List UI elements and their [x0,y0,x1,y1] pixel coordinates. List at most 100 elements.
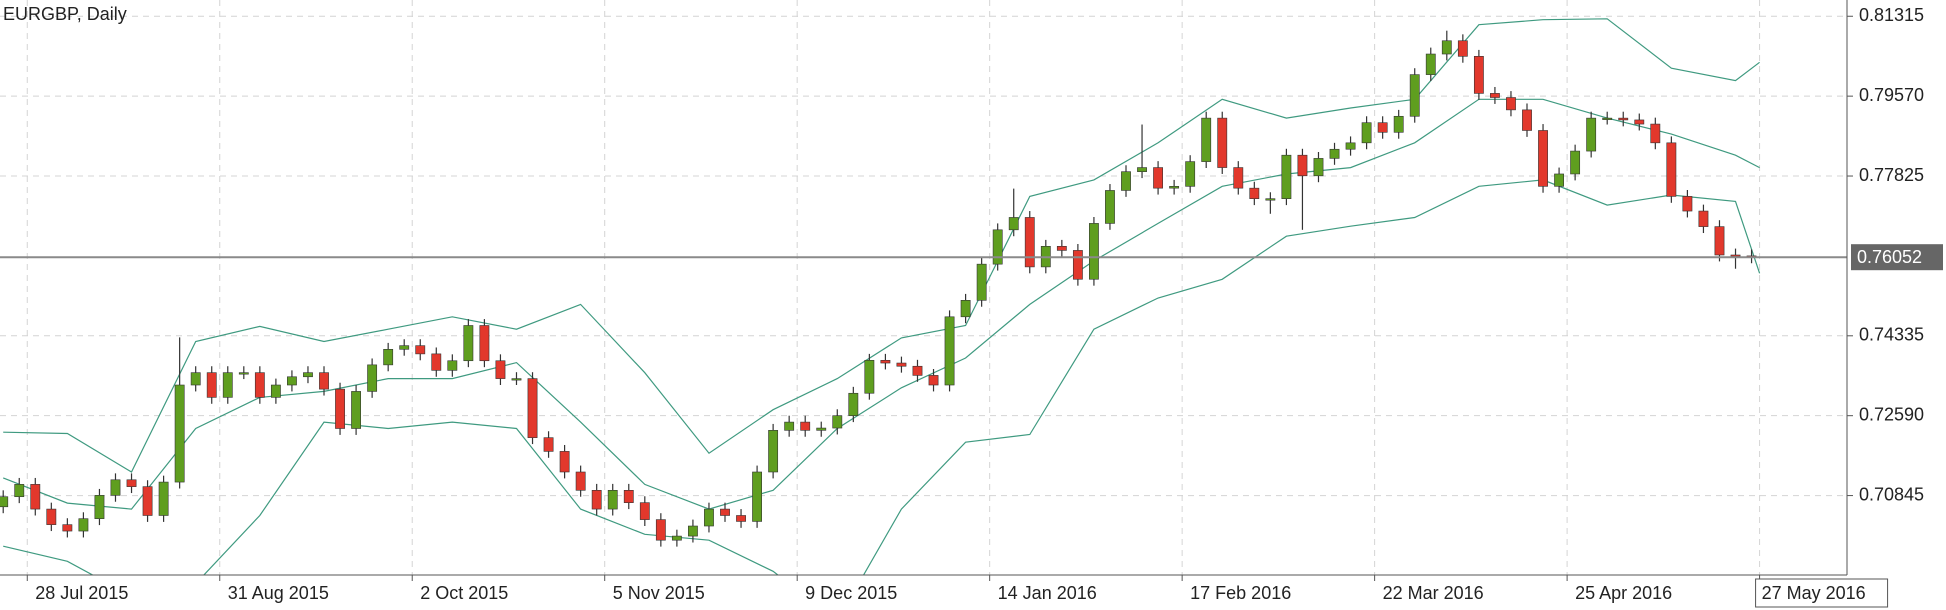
candle-body [158,481,169,516]
candle-body [78,518,89,532]
candle-body [623,490,634,503]
candle-body [1698,210,1709,227]
candle-body [1185,161,1196,187]
candle-body [1265,198,1276,201]
candle-body [1490,93,1500,98]
candle-body [1153,167,1163,189]
candle-body [864,359,875,394]
candle-body [1121,171,1131,191]
candle-body [142,486,153,516]
candle-body [463,325,474,362]
candle-body [383,349,394,366]
x-tick-label: 25 Apr 2016 [1575,583,1672,603]
candle-body [238,372,249,375]
y-tick-label: 0.74335 [1859,325,1924,345]
candle-body [14,484,25,498]
bands [2,18,1761,575]
candle-body [1441,40,1452,55]
candle-body [1089,223,1099,280]
candle-body [607,490,618,510]
candle-body [944,316,955,386]
candle-body [912,365,923,376]
candle-body [1538,130,1548,187]
candles [0,30,1757,547]
candle-body [1024,217,1035,268]
bollinger-band [3,179,1761,575]
candle-body [1586,117,1597,152]
candle-body [479,325,490,362]
candle-body [1249,187,1260,199]
candle-body [222,372,233,398]
last-price-label: 0.76052 [1857,247,1922,267]
candle-body [543,437,554,452]
candle-body [1377,122,1388,133]
candle-body [190,372,201,386]
candle-body [1570,150,1581,175]
candle-body [704,508,714,527]
y-tick-label: 0.72590 [1859,404,1924,424]
candle-body [431,353,442,371]
x-tick-label: 28 Jul 2015 [35,583,128,603]
candle-body [1008,217,1019,231]
candle-body [495,360,506,379]
candle-body [206,372,217,398]
candle-body [848,392,859,416]
x-tick-label: 9 Dec 2015 [805,583,897,603]
candle-body [880,359,891,364]
candle-body [1056,245,1067,251]
candle-body [1217,117,1228,168]
candle-body [94,495,105,519]
candle-body [655,519,666,541]
candle-body [270,384,281,398]
candle-body [174,384,185,483]
candle-body [736,515,746,522]
candle-body [303,372,313,378]
candle-body [1105,190,1115,224]
candle-body [1666,142,1677,197]
candle-body [46,508,57,525]
x-tick-label: 17 Feb 2016 [1190,583,1291,603]
candle-body [110,479,121,496]
candle-body [1329,148,1340,159]
candle-body [688,525,698,537]
candle-body [1554,173,1564,187]
candle-body [1618,117,1629,121]
candle-body [671,535,682,541]
candle-body [976,263,987,301]
candle-body [527,378,538,438]
candle-body [752,471,762,522]
candle-body [1361,122,1372,144]
chart-title: EURGBP, Daily [3,4,127,24]
x-tick-label: 2 Oct 2015 [420,583,508,603]
candle-body [800,421,811,431]
candle-body [1297,154,1308,177]
x-tick-label: 5 Nov 2015 [613,583,705,603]
x-tick-label: 14 Jan 2016 [998,583,1097,603]
candle-body [720,508,730,516]
candle-body [1650,123,1661,144]
candle-body [1233,167,1244,189]
candle-body [784,421,795,431]
candle-body [367,364,378,392]
candle-body [1072,250,1083,280]
candle-body [1409,74,1420,117]
candle-body [832,415,843,429]
y-tick-label: 0.81315 [1859,5,1924,25]
candle-body [1137,167,1147,172]
bollinger-band [2,98,1760,510]
candle-body [62,524,73,532]
candle-body [1602,117,1613,120]
x-tick-label: 31 Aug 2015 [228,583,329,603]
candle-body [415,345,426,355]
last-price-box [1851,244,1943,271]
bollinger-band [3,18,1760,473]
candle-body [1201,117,1212,162]
candle-body [1682,196,1693,212]
candle-body [511,378,522,381]
candle-body [351,391,361,429]
candle-body [1457,40,1468,57]
x-tick-label: 27 May 2016 [1762,583,1866,603]
y-tick-label: 0.70845 [1859,484,1924,504]
